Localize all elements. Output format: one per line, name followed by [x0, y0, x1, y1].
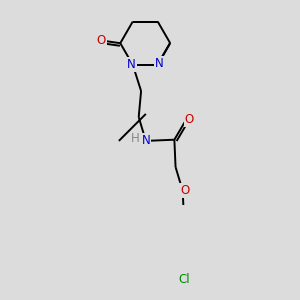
Text: N: N: [154, 57, 163, 70]
Text: N: N: [142, 134, 150, 147]
Text: O: O: [180, 184, 189, 197]
Text: H: H: [131, 133, 140, 146]
Text: O: O: [184, 113, 194, 126]
Text: N: N: [127, 58, 136, 71]
Text: O: O: [97, 34, 106, 47]
Text: Cl: Cl: [178, 274, 190, 286]
